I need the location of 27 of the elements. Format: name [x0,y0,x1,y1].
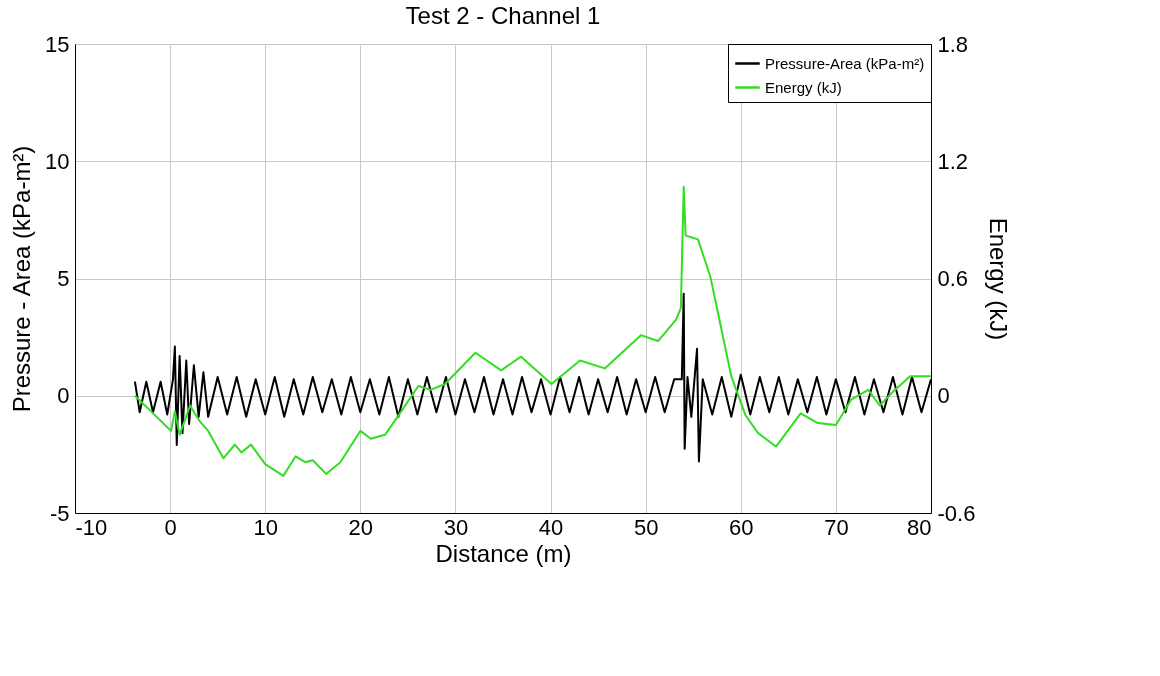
x-axis-title: Distance (m) [435,539,572,567]
y-tick-label: -5 [49,500,70,526]
x-tick-label: 80 [907,514,932,540]
x-tick-label: 0 [164,514,177,540]
y-tick-label: 10 [45,148,70,174]
x-tick-label: 30 [443,514,469,540]
line-series [133,185,932,477]
x-tick-label: 70 [824,514,849,540]
legend-label: Energy (kJ) [765,78,842,96]
x-tick-label: 50 [633,514,659,540]
chart-title: Test 2 - Channel 1 [405,2,601,29]
y2-tick-label: -0.6 [937,500,976,526]
y2-tick-label: 0.6 [937,266,969,291]
y2-tick-label: 1.8 [937,31,969,57]
x-tick-label: 20 [348,514,374,540]
x-tick-label: -10 [75,514,108,540]
y2-tick-label: 0 [937,383,950,409]
x-tick-label: 40 [538,514,564,540]
y2-axis-title: Energy (kJ) [985,217,1013,341]
y-tick-label: 0 [57,383,70,409]
y-axis-title: Pressure - Area (kPa-m²) [8,145,36,413]
legend-label: Pressure-Area (kPa-m²) [765,54,925,72]
x-tick-label: 10 [253,514,278,540]
y2-tick-label: 1.2 [937,148,969,174]
y-tick-label: 5 [57,266,70,291]
x-tick-label: 60 [729,514,754,540]
y-tick-label: 15 [45,31,70,57]
